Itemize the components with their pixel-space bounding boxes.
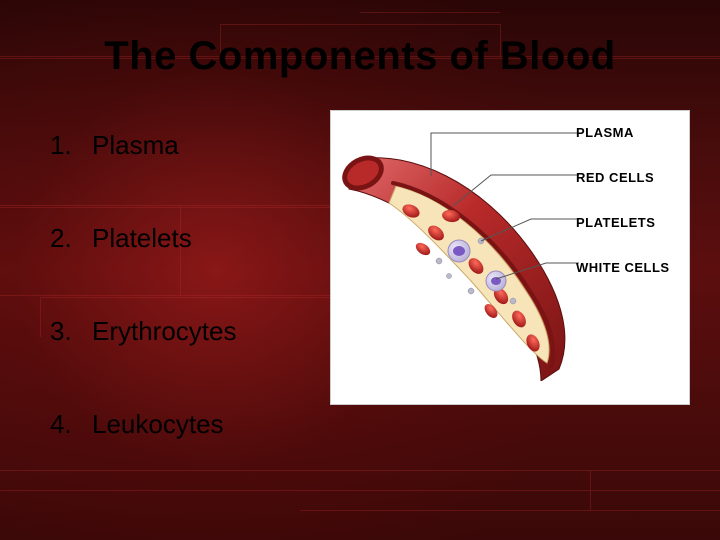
- figure-label-white-cells: WHITE CELLS: [576, 260, 681, 275]
- list-item: 4. Leukocytes: [50, 409, 310, 440]
- list-number: 2.: [50, 223, 78, 254]
- list-item: 1. Plasma: [50, 130, 310, 161]
- list-label: Leukocytes: [92, 409, 224, 440]
- list-number: 3.: [50, 316, 78, 347]
- list-number: 4.: [50, 409, 78, 440]
- list-label: Platelets: [92, 223, 192, 254]
- figure-labels: PLASMA RED CELLS PLATELETS WHITE CELLS: [576, 125, 681, 275]
- page-title: The Components of Blood: [0, 34, 720, 79]
- list-label: Erythrocytes: [92, 316, 237, 347]
- components-list: 1. Plasma 2. Platelets 3. Erythrocytes 4…: [50, 130, 310, 502]
- list-item: 3. Erythrocytes: [50, 316, 310, 347]
- blood-vessel-figure: PLASMA RED CELLS PLATELETS WHITE CELLS: [330, 110, 690, 405]
- list-item: 2. Platelets: [50, 223, 310, 254]
- list-number: 1.: [50, 130, 78, 161]
- figure-label-red-cells: RED CELLS: [576, 170, 681, 185]
- list-label: Plasma: [92, 130, 179, 161]
- figure-label-plasma: PLASMA: [576, 125, 681, 140]
- figure-label-platelets: PLATELETS: [576, 215, 681, 230]
